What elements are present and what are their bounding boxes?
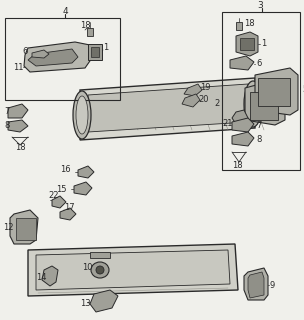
Bar <box>87 28 93 36</box>
Text: 8: 8 <box>4 122 9 131</box>
Text: 6: 6 <box>22 47 27 57</box>
Polygon shape <box>8 120 28 132</box>
Bar <box>88 44 102 60</box>
Polygon shape <box>236 32 258 56</box>
Polygon shape <box>24 42 92 72</box>
Bar <box>5 18 120 100</box>
Polygon shape <box>232 110 248 126</box>
Bar <box>90 252 110 258</box>
Bar <box>250 92 278 120</box>
Text: 11: 11 <box>13 62 23 71</box>
Ellipse shape <box>91 262 109 278</box>
Polygon shape <box>74 182 92 195</box>
Polygon shape <box>230 56 254 70</box>
Text: 18: 18 <box>232 161 243 170</box>
Text: 18: 18 <box>80 21 91 30</box>
Polygon shape <box>60 208 76 220</box>
Bar <box>258 78 290 106</box>
Polygon shape <box>28 49 78 66</box>
Bar <box>222 12 300 170</box>
Text: 17: 17 <box>64 203 74 212</box>
Polygon shape <box>78 166 94 178</box>
Polygon shape <box>232 118 254 132</box>
Polygon shape <box>244 268 268 300</box>
Text: 7: 7 <box>256 121 261 130</box>
Text: 2: 2 <box>214 99 219 108</box>
Polygon shape <box>8 104 28 118</box>
Text: 5: 5 <box>302 85 304 94</box>
Text: 20: 20 <box>198 95 209 105</box>
Text: 15: 15 <box>56 185 67 194</box>
Polygon shape <box>52 196 66 208</box>
Bar <box>236 22 242 30</box>
Polygon shape <box>245 80 285 125</box>
Bar <box>16 218 36 240</box>
Bar <box>91 47 99 57</box>
Polygon shape <box>232 132 254 146</box>
Text: 3: 3 <box>257 1 263 10</box>
Text: 8: 8 <box>256 134 261 143</box>
Ellipse shape <box>244 81 262 127</box>
Polygon shape <box>248 272 264 298</box>
Polygon shape <box>90 290 118 312</box>
Polygon shape <box>255 68 298 115</box>
Text: 1: 1 <box>103 44 108 52</box>
Text: 21: 21 <box>222 119 233 129</box>
Text: 9: 9 <box>270 281 275 290</box>
Ellipse shape <box>73 91 91 139</box>
Polygon shape <box>42 266 58 286</box>
Polygon shape <box>80 78 255 140</box>
Text: 1: 1 <box>261 39 266 49</box>
Ellipse shape <box>76 96 88 134</box>
Text: 10: 10 <box>82 263 92 273</box>
Bar <box>240 38 254 50</box>
Text: 14: 14 <box>36 274 47 283</box>
Polygon shape <box>182 94 200 107</box>
Polygon shape <box>32 50 49 58</box>
Polygon shape <box>36 250 230 290</box>
Text: 18: 18 <box>244 20 255 28</box>
Ellipse shape <box>96 266 104 274</box>
Text: 18: 18 <box>15 143 25 153</box>
Text: 12: 12 <box>3 223 13 233</box>
Text: 16: 16 <box>60 165 71 174</box>
Polygon shape <box>88 84 248 132</box>
Text: 6: 6 <box>256 60 261 68</box>
Text: 4: 4 <box>62 6 68 15</box>
Text: 7: 7 <box>4 107 9 116</box>
Text: 13: 13 <box>80 299 91 308</box>
Polygon shape <box>184 84 202 96</box>
Text: 19: 19 <box>200 83 210 92</box>
Polygon shape <box>10 210 38 244</box>
Text: 22: 22 <box>48 190 58 199</box>
Polygon shape <box>28 244 238 296</box>
